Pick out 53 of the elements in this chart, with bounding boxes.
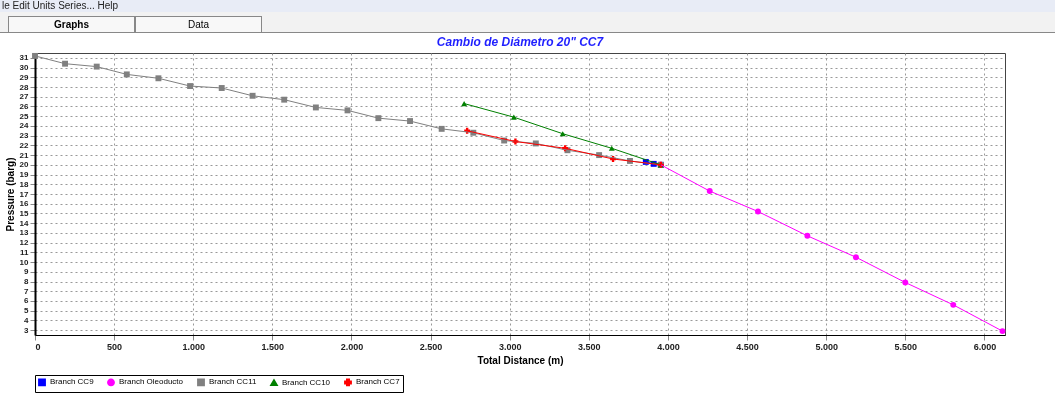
y-tick-label: 28 xyxy=(19,82,30,92)
legend-label: Branch CC10 xyxy=(282,377,331,387)
y-tick-label: 20 xyxy=(19,160,30,170)
y-tick-label: 24 xyxy=(19,121,30,131)
y-tick-label: 21 xyxy=(19,150,30,160)
y-tick-label: 26 xyxy=(19,101,30,111)
y-tick-label: 13 xyxy=(19,228,30,238)
text: Data xyxy=(135,16,262,32)
y-tick-label: 3 xyxy=(24,325,30,335)
y-tick-label: 14 xyxy=(19,218,30,228)
x-tick-label: 4.500 xyxy=(736,341,759,352)
x-tick-label: 1.000 xyxy=(182,341,205,352)
x-tick-label: 2.000 xyxy=(340,341,364,352)
y-tick-label: 31 xyxy=(19,53,30,63)
x-tick-label: 5.500 xyxy=(894,341,918,352)
y-tick-label: 10 xyxy=(19,257,30,267)
y-tick-label: 12 xyxy=(19,238,30,248)
y-tick-label: 23 xyxy=(19,131,30,141)
x-tick-label: 6.000 xyxy=(973,341,997,352)
y-tick-label: 19 xyxy=(19,170,30,180)
x-axis-title: Total Distance (m) xyxy=(477,354,564,366)
x-tick-label: 4.000 xyxy=(657,341,680,352)
x-tick-label: 0 xyxy=(35,341,41,352)
y-tick-label: 9 xyxy=(24,267,30,277)
y-tick-label: 15 xyxy=(19,208,30,218)
y-tick-label: 29 xyxy=(19,72,30,82)
x-tick-label: 500 xyxy=(107,341,123,352)
x-tick-label: 2.500 xyxy=(419,341,443,352)
y-tick-label: 30 xyxy=(19,63,30,73)
y-tick-label: 11 xyxy=(20,247,30,257)
legend-label: Branch CC11 xyxy=(209,377,257,387)
y-tick-label: 8 xyxy=(24,277,30,287)
y-axis-title: Pressure (barg) xyxy=(4,157,16,232)
y-tick-label: 22 xyxy=(19,140,30,150)
y-tick-label: 25 xyxy=(19,111,30,121)
y-tick-label: 17 xyxy=(19,189,30,199)
y-tick-label: 27 xyxy=(19,92,30,102)
chart-title: Cambio de Diámetro 20" CC7 xyxy=(436,34,605,49)
x-tick-label: 3.500 xyxy=(578,341,601,352)
legend-label: Branch CC7 xyxy=(356,377,401,387)
text: Graphs xyxy=(8,16,135,32)
y-tick-label: 18 xyxy=(19,179,30,189)
y-tick-label: 16 xyxy=(19,199,30,209)
x-tick-label: 3.000 xyxy=(498,341,522,352)
legend-label: Branch Oleoducto xyxy=(119,377,184,387)
y-tick-label: 5 xyxy=(24,306,30,316)
x-tick-label: 5.000 xyxy=(815,341,838,352)
legend-label: Branch CC9 xyxy=(50,377,95,387)
text: le Edit Units Series... Help xyxy=(0,0,1055,12)
y-tick-label: 7 xyxy=(24,286,30,296)
y-tick-label: 4 xyxy=(24,315,30,325)
y-tick-label: 6 xyxy=(24,296,30,306)
x-tick-label: 1.500 xyxy=(261,341,285,352)
